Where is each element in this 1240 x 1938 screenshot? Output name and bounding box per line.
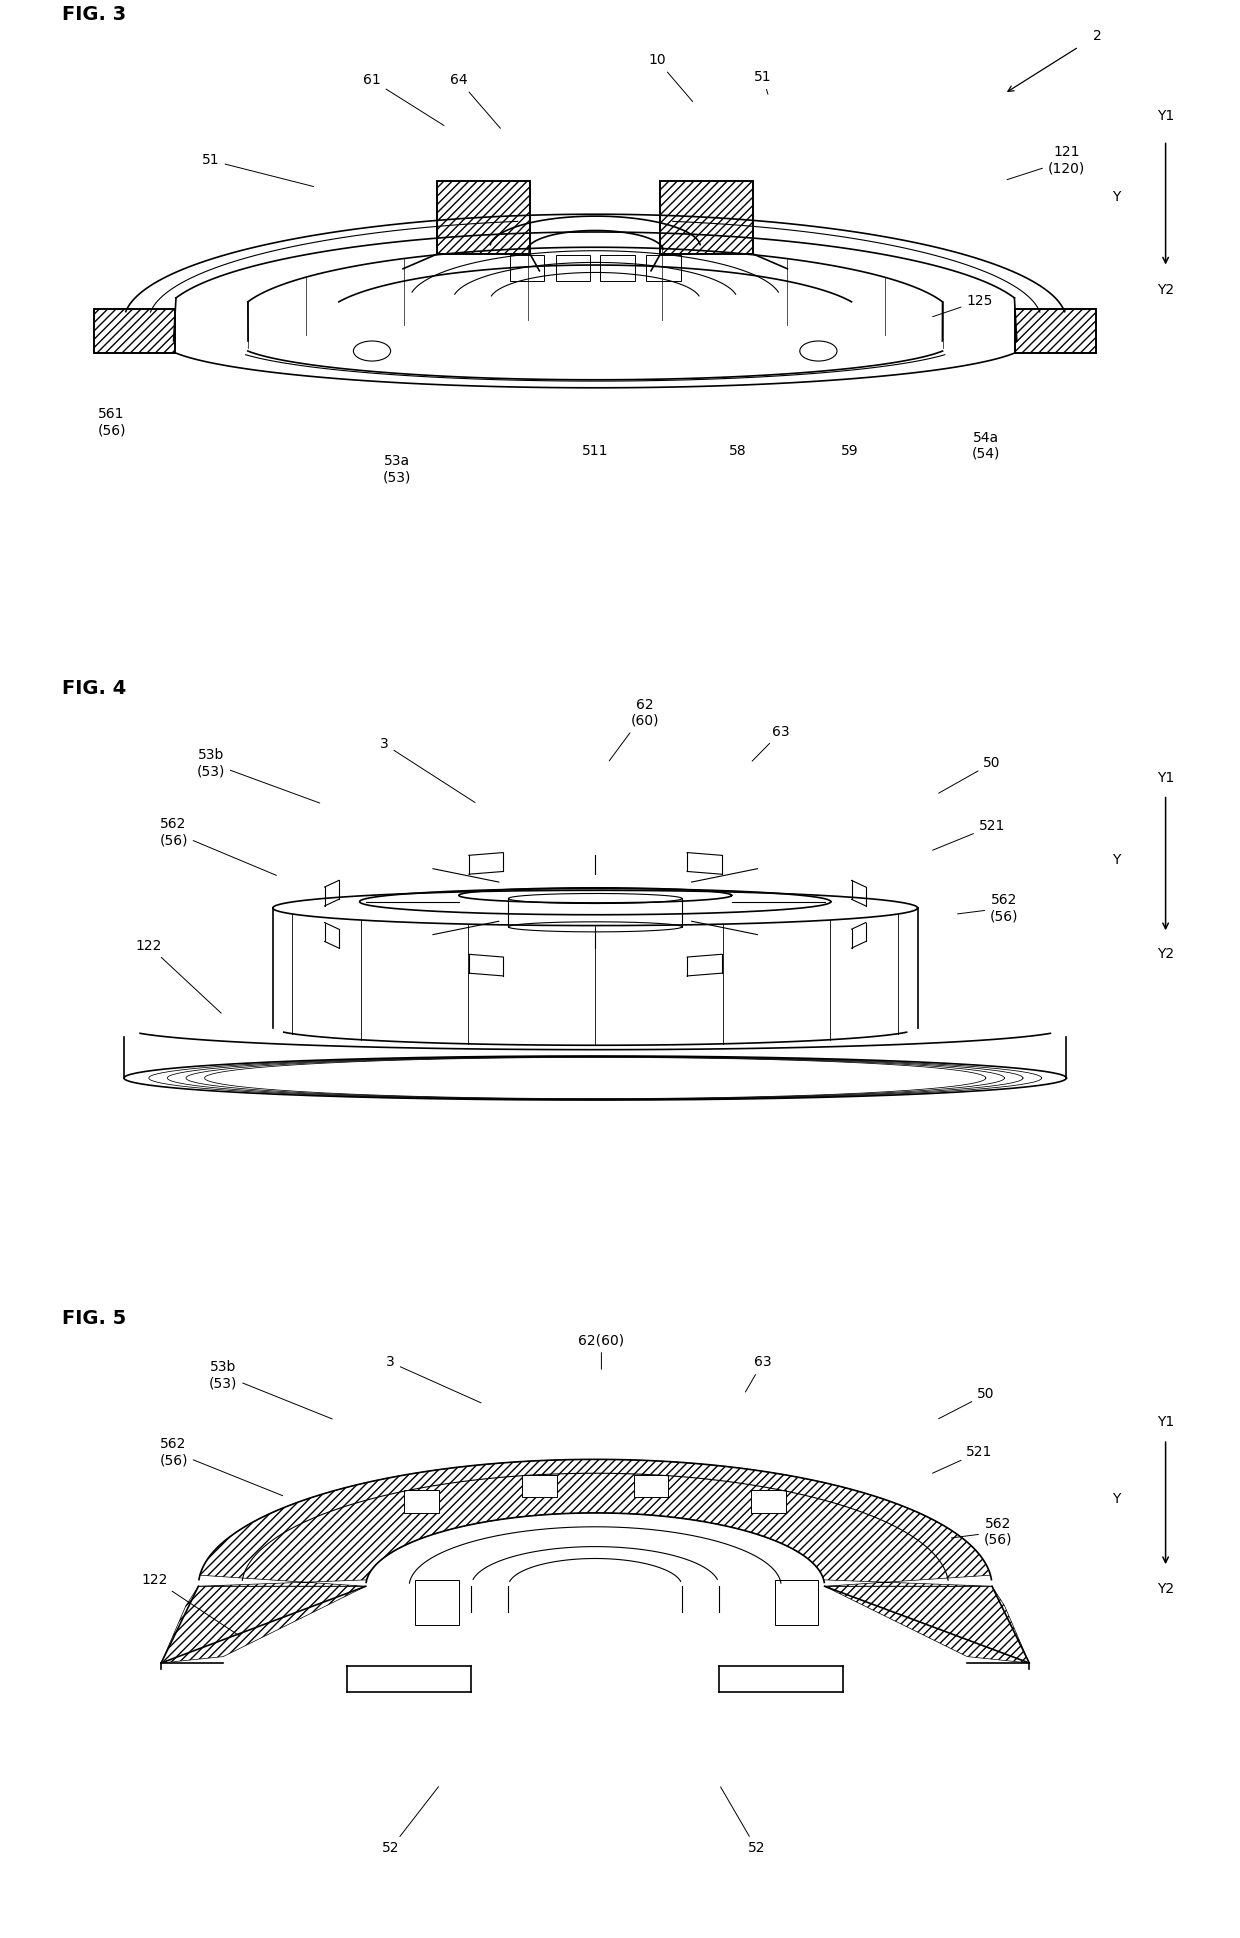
Text: 54a
(54): 54a (54) (972, 430, 999, 461)
Text: 51: 51 (754, 70, 771, 95)
Text: Y2: Y2 (1157, 948, 1174, 961)
Bar (94, 310, 175, 353)
Bar (1016, 310, 1096, 353)
Bar (1016, 310, 1096, 353)
Bar (661, 180, 754, 254)
Text: 521: 521 (932, 1446, 993, 1473)
Text: 3: 3 (379, 736, 475, 802)
Bar (661, 180, 754, 254)
Bar (600, 256, 635, 281)
Bar (94, 310, 175, 353)
Text: 59: 59 (841, 444, 858, 457)
Text: 63: 63 (745, 1355, 771, 1391)
Bar (436, 180, 531, 254)
Text: 125: 125 (932, 295, 993, 316)
Text: 562
(56): 562 (56) (160, 818, 277, 876)
Text: 62(60): 62(60) (578, 1333, 625, 1370)
Text: FIG. 5: FIG. 5 (62, 1308, 126, 1328)
Bar (404, 1490, 439, 1512)
Text: 562
(56): 562 (56) (951, 1517, 1012, 1547)
Bar (522, 1475, 557, 1498)
Text: 562
(56): 562 (56) (957, 893, 1018, 922)
Text: FIG. 3: FIG. 3 (62, 6, 126, 23)
Text: 52: 52 (720, 1787, 765, 1855)
Text: 62
(60): 62 (60) (609, 698, 658, 762)
Text: 2: 2 (1092, 29, 1102, 43)
Text: Y1: Y1 (1157, 771, 1174, 785)
Text: 53a
(53): 53a (53) (383, 453, 410, 484)
Text: 10: 10 (649, 52, 693, 101)
Text: 53b
(53): 53b (53) (197, 748, 320, 802)
Bar (556, 256, 590, 281)
Bar (634, 1475, 668, 1498)
Text: 53b
(53): 53b (53) (210, 1360, 332, 1419)
Text: Y2: Y2 (1157, 283, 1174, 297)
Text: 121
(120): 121 (120) (1007, 145, 1085, 180)
Text: 50: 50 (939, 1388, 994, 1419)
Text: 50: 50 (939, 756, 1001, 793)
Text: 3: 3 (386, 1355, 481, 1403)
Text: 63: 63 (753, 725, 790, 762)
Bar (751, 1490, 786, 1512)
Bar (775, 1579, 818, 1624)
Text: 64: 64 (450, 74, 501, 128)
Text: 52: 52 (382, 1787, 439, 1855)
Text: Y: Y (1112, 853, 1120, 866)
Text: 521: 521 (932, 820, 1006, 851)
Text: 51: 51 (202, 153, 314, 186)
Bar (436, 180, 531, 254)
Text: 562
(56): 562 (56) (160, 1436, 283, 1496)
Text: 122: 122 (135, 938, 221, 1014)
Bar (646, 256, 681, 281)
Text: Y2: Y2 (1157, 1581, 1174, 1595)
Text: Y: Y (1112, 190, 1120, 203)
Text: Y1: Y1 (1157, 1415, 1174, 1430)
Bar (510, 256, 544, 281)
Text: 561
(56): 561 (56) (98, 407, 125, 438)
Text: 61: 61 (363, 74, 444, 126)
Text: Y1: Y1 (1157, 109, 1174, 124)
Text: Y: Y (1112, 1492, 1120, 1506)
Bar (415, 1579, 459, 1624)
Text: 58: 58 (729, 444, 746, 457)
Text: 511: 511 (582, 444, 609, 457)
Text: 122: 122 (141, 1574, 239, 1636)
Text: FIG. 4: FIG. 4 (62, 678, 126, 698)
